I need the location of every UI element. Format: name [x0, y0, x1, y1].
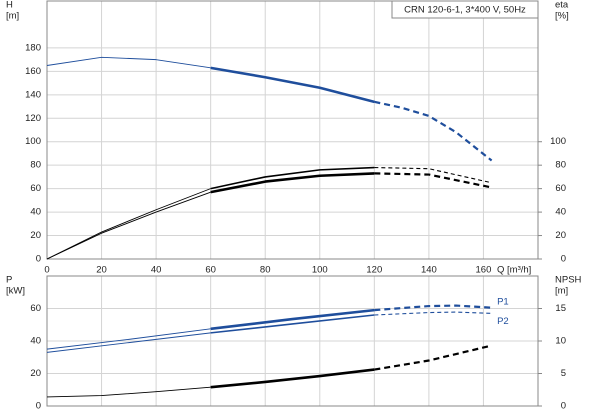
x-tick-label: 40	[151, 265, 162, 276]
y-tick-label: 120	[25, 113, 41, 124]
y-tick-label: 80	[30, 160, 41, 171]
curve	[210, 314, 375, 334]
curve	[374, 172, 492, 189]
y2-tick-label: 10	[555, 336, 566, 347]
curve-label: P2	[497, 316, 509, 327]
title-box	[391, 0, 539, 19]
y-axis-label: [kW]	[6, 286, 25, 297]
y2-axis-label: [%]	[555, 11, 569, 22]
y-tick-label: 40	[30, 207, 41, 218]
curve	[374, 311, 492, 316]
y-tick-label: 20	[30, 230, 41, 241]
x-tick-label: 20	[96, 265, 107, 276]
y2-axis-label: NPSH	[555, 275, 582, 286]
y2-tick-label: 20	[555, 230, 566, 241]
x-axis-label: Q [m³/h]	[497, 265, 531, 276]
x-tick-label: 100	[312, 265, 328, 276]
y2-tick-label: 0	[561, 401, 566, 412]
y-axis-label: H	[6, 0, 13, 11]
y2-tick-label: 40	[555, 207, 566, 218]
y-axis-label: [m]	[6, 11, 19, 22]
y-tick-label: 60	[30, 303, 41, 314]
curve	[46, 328, 211, 350]
y-axis-label: P	[6, 275, 12, 286]
x-tick-label: 80	[260, 265, 271, 276]
curve	[210, 66, 375, 104]
y2-axis-label: [m]	[555, 286, 568, 297]
x-tick-label: 160	[476, 265, 492, 276]
y2-tick-label: 5	[561, 368, 566, 379]
y-tick-label: 160	[25, 66, 41, 77]
y2-tick-label: 100	[550, 136, 566, 147]
curve	[46, 188, 211, 260]
y-tick-label: 40	[30, 336, 41, 347]
y2-tick-label: 0	[561, 254, 566, 265]
x-tick-label: 0	[44, 265, 49, 276]
y2-axis-label: eta	[555, 0, 569, 11]
curve	[374, 344, 492, 371]
curve	[46, 191, 211, 260]
curve	[210, 172, 375, 194]
curve	[46, 386, 211, 398]
x-tick-label: 140	[421, 265, 437, 276]
curve	[210, 308, 375, 331]
y2-tick-label: 80	[555, 160, 566, 171]
curve-label: P1	[497, 297, 509, 308]
x-tick-label: 60	[205, 265, 216, 276]
curve	[210, 368, 375, 389]
curve	[210, 166, 375, 190]
y2-tick-label: 15	[555, 303, 566, 314]
y2-tick-label: 60	[555, 183, 566, 194]
x-tick-label: 120	[366, 265, 382, 276]
y-tick-label: 60	[30, 183, 41, 194]
y-tick-label: 180	[25, 42, 41, 53]
plot-frame	[46, 0, 539, 260]
y-tick-label: 0	[36, 401, 41, 412]
y-tick-label: 140	[25, 89, 41, 100]
plot-frame	[46, 275, 539, 407]
y-tick-label: 20	[30, 368, 41, 379]
curve	[46, 56, 211, 69]
curve	[46, 332, 211, 353]
curve	[374, 100, 493, 162]
y-tick-label: 100	[25, 136, 41, 147]
chart-title: CRN 120-6-1, 3*400 V, 50Hz	[404, 5, 526, 16]
y-tick-label: 0	[36, 254, 41, 265]
